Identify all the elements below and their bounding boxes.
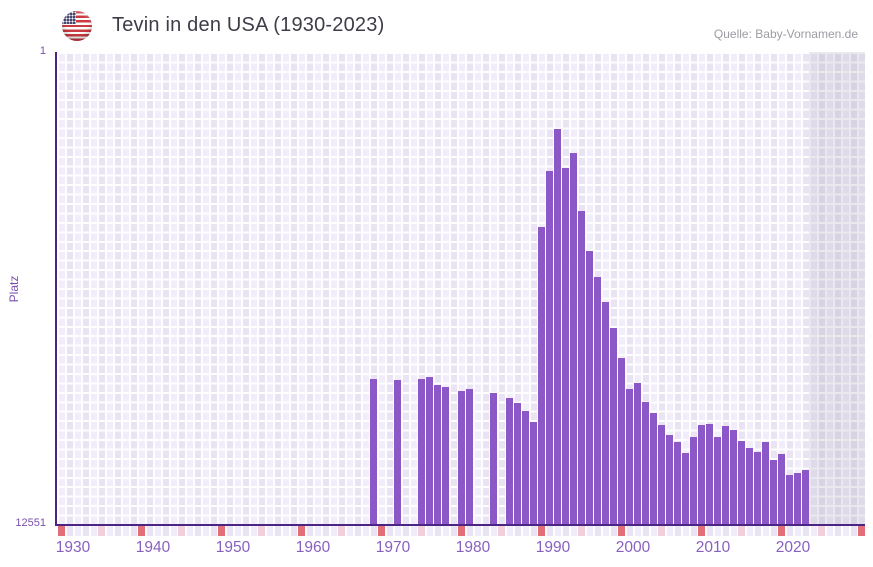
light-marker-2013	[737, 526, 745, 536]
bar-2000[interactable]	[633, 383, 641, 524]
bar-1978[interactable]	[457, 390, 465, 524]
x-axis-tick-labels: 1930 1940 1950 1960 1970 1980 1990 2000 2010 2020	[55, 539, 865, 559]
bar-1979[interactable]	[465, 389, 473, 524]
bar-2002[interactable]	[649, 413, 657, 524]
light-marker-1953	[257, 526, 265, 536]
y-axis-bottom-tick: 12551	[15, 517, 46, 529]
dark-marker-2028	[857, 526, 865, 536]
bar-2019[interactable]	[785, 474, 793, 524]
bar-1986[interactable]	[521, 410, 529, 524]
x-tick-1980: 1980	[455, 539, 491, 556]
bar-2014[interactable]	[745, 448, 753, 524]
dark-marker-1998	[617, 526, 625, 536]
bar-2018[interactable]	[777, 454, 785, 524]
bar-2001[interactable]	[641, 401, 649, 524]
us-flag-canton	[62, 11, 76, 24]
bar-1992[interactable]	[569, 152, 577, 524]
bar-1991[interactable]	[561, 168, 569, 524]
light-marker-1983	[497, 526, 505, 536]
bar-1973[interactable]	[417, 378, 425, 524]
dark-marker-1938	[137, 526, 145, 536]
bar-2016[interactable]	[761, 442, 769, 524]
x-tick-1930: 1930	[55, 539, 91, 556]
x-tick-2010: 2010	[695, 539, 731, 556]
bar-1988[interactable]	[537, 227, 545, 524]
x-tick-2020: 2020	[775, 539, 811, 556]
bar-2017[interactable]	[769, 460, 777, 524]
x-axis-marker-strip	[57, 526, 865, 536]
page-title: Tevin in den USA (1930-2023)	[112, 14, 385, 36]
bar-1976[interactable]	[441, 386, 449, 524]
bar-2013[interactable]	[737, 440, 745, 524]
bar-1970[interactable]	[393, 380, 401, 524]
bar-1998[interactable]	[617, 358, 625, 524]
bar-1984[interactable]	[505, 398, 513, 524]
dark-marker-1978	[457, 526, 465, 536]
bar-1989[interactable]	[545, 170, 553, 524]
x-tick-1940: 1940	[135, 539, 171, 556]
x-tick-2000: 2000	[615, 539, 651, 556]
bar-2011[interactable]	[721, 425, 729, 524]
dark-marker-1948	[217, 526, 225, 536]
bar-1982[interactable]	[489, 392, 497, 524]
bar-2005[interactable]	[673, 441, 681, 524]
bar-2009[interactable]	[705, 423, 713, 524]
dark-marker-1968	[377, 526, 385, 536]
light-marker-2023	[817, 526, 825, 536]
bar-1999[interactable]	[625, 389, 633, 524]
light-marker-1943	[177, 526, 185, 536]
bar-2004[interactable]	[665, 435, 673, 524]
bar-1995[interactable]	[593, 276, 601, 524]
bar-2008[interactable]	[697, 425, 705, 524]
bar-2021[interactable]	[801, 470, 809, 524]
bar-1974[interactable]	[425, 376, 433, 524]
light-marker-1973	[417, 526, 425, 536]
bar-2003[interactable]	[657, 425, 665, 524]
light-marker-1963	[337, 526, 345, 536]
dark-marker-2018	[777, 526, 785, 536]
dark-marker-1988	[537, 526, 545, 536]
us-flag-icon	[62, 11, 92, 41]
bar-1985[interactable]	[513, 403, 521, 524]
dark-marker-1928	[57, 526, 65, 536]
bar-2015[interactable]	[753, 452, 761, 524]
light-marker-1993	[577, 526, 585, 536]
x-tick-1970: 1970	[375, 539, 411, 556]
dark-marker-1958	[297, 526, 305, 536]
x-tick-1950: 1950	[215, 539, 251, 556]
chart-plot-area	[55, 52, 865, 526]
bar-1996[interactable]	[601, 301, 609, 524]
bar-1975[interactable]	[433, 385, 441, 524]
light-marker-1933	[97, 526, 105, 536]
bar-2010[interactable]	[713, 437, 721, 524]
bar-2012[interactable]	[729, 429, 737, 524]
bar-1997[interactable]	[609, 327, 617, 524]
bar-1993[interactable]	[577, 211, 585, 524]
source-credit: Quelle: Baby-Vornamen.de	[713, 27, 858, 41]
bar-2007[interactable]	[689, 436, 697, 524]
x-tick-1990: 1990	[535, 539, 571, 556]
no-data-region	[809, 52, 865, 524]
bar-1987[interactable]	[529, 422, 537, 524]
bar-1994[interactable]	[585, 250, 593, 524]
light-marker-2003	[657, 526, 665, 536]
dark-marker-2008	[697, 526, 705, 536]
bar-2020[interactable]	[793, 472, 801, 524]
bar-1967[interactable]	[369, 379, 377, 524]
y-axis-title: Platz	[7, 275, 21, 303]
x-tick-1960: 1960	[295, 539, 331, 556]
bar-2006[interactable]	[681, 453, 689, 524]
y-axis-top-tick: 1	[39, 45, 46, 57]
bar-1990[interactable]	[553, 129, 561, 524]
